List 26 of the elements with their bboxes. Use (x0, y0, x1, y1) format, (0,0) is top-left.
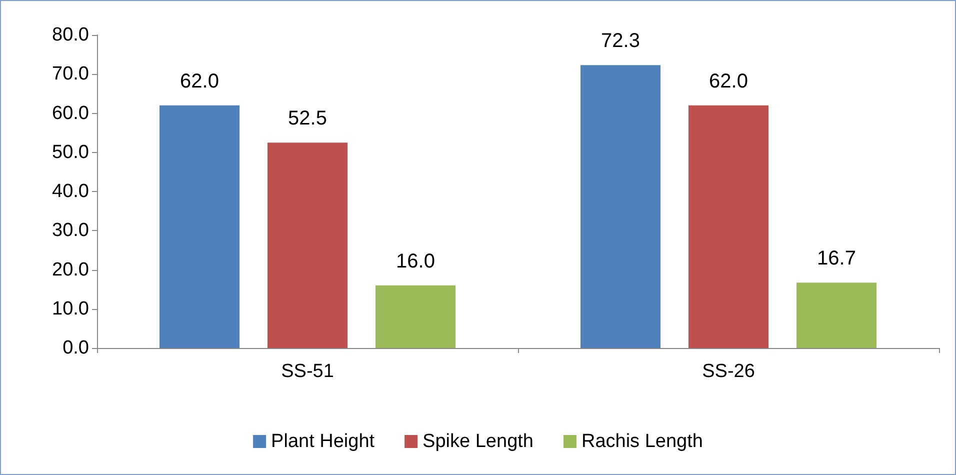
bar (796, 282, 876, 348)
y-tick-label: 0.0 (62, 338, 89, 358)
y-tick-label: 10.0 (52, 298, 89, 320)
bar (268, 142, 348, 348)
bar (160, 105, 240, 348)
data-label: 52.5 (288, 108, 327, 130)
data-label: 62.0 (709, 70, 748, 92)
data-label: 72.3 (601, 30, 640, 52)
bar (376, 285, 456, 348)
legend-label: Rachis Length (581, 431, 703, 452)
y-tick-label: 80.0 (52, 24, 89, 46)
y-tick-label: 60.0 (52, 102, 89, 124)
y-tick-label: 40.0 (52, 181, 89, 202)
x-tick-label: SS-26 (702, 361, 755, 382)
y-tick-label: 30.0 (52, 220, 89, 242)
data-label: 62.0 (180, 70, 219, 92)
legend-label: Plant Height (271, 431, 376, 452)
legend-label: Spike Length (422, 431, 534, 452)
bar (580, 65, 660, 348)
data-label: 16.0 (396, 250, 435, 272)
y-tick-label: 20.0 (52, 259, 89, 280)
y-tick-label: 70.0 (52, 64, 89, 85)
data-label: 16.7 (817, 248, 856, 270)
bar (688, 105, 768, 348)
y-tick-label: 50.0 (52, 142, 89, 163)
x-tick-label: SS-51 (281, 361, 334, 382)
